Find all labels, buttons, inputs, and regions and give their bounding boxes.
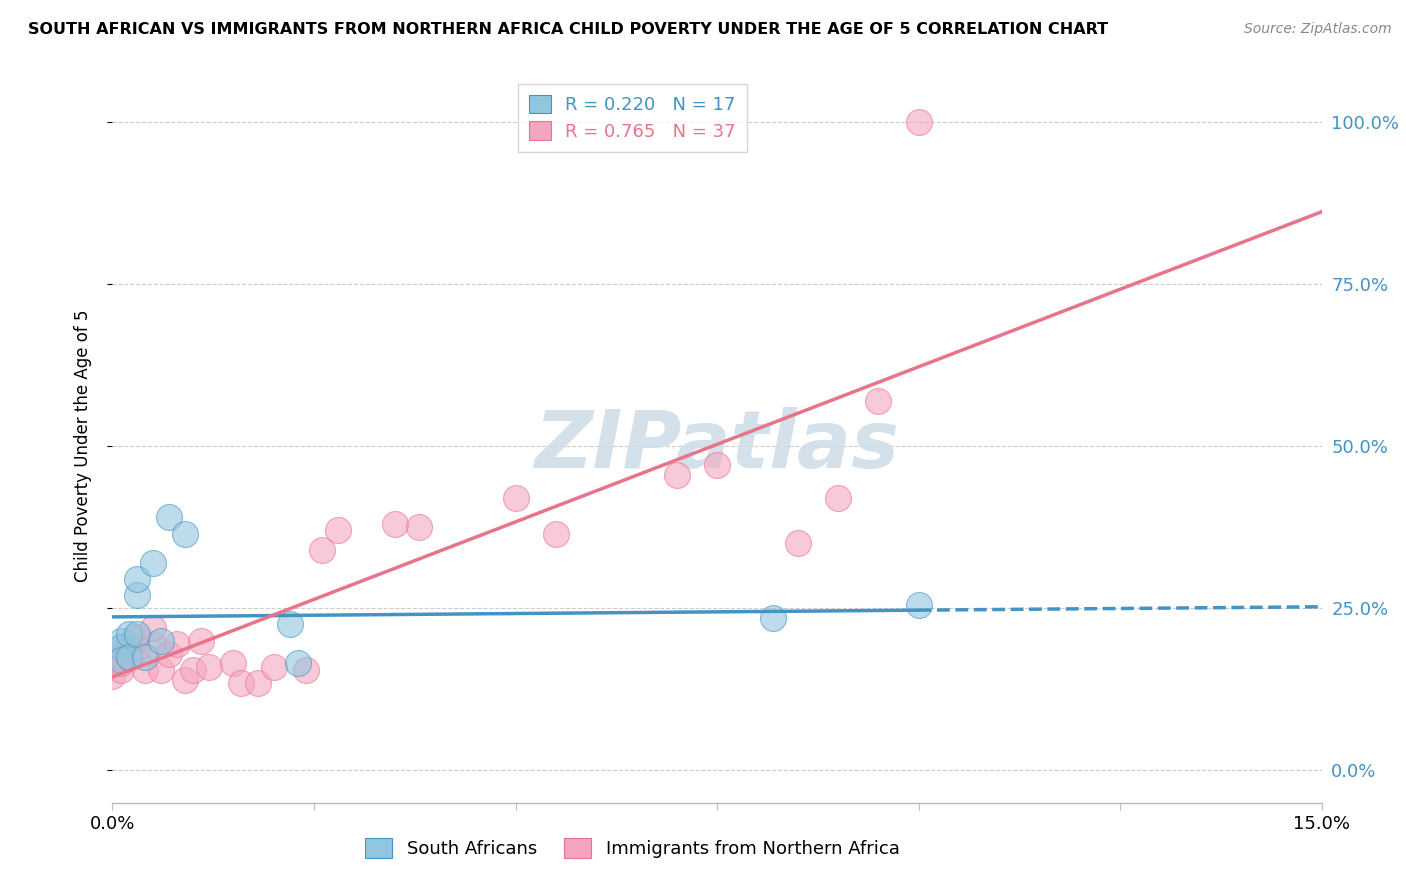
Point — [142, 621, 165, 635]
Point — [278, 617, 301, 632]
Point — [827, 491, 849, 505]
Point — [295, 663, 318, 677]
Point — [110, 633, 132, 648]
Point — [117, 649, 139, 664]
Point — [287, 657, 309, 671]
Point — [328, 524, 350, 538]
Point — [117, 627, 139, 641]
Point — [174, 526, 197, 541]
Point — [762, 611, 785, 625]
Text: SOUTH AFRICAN VS IMMIGRANTS FROM NORTHERN AFRICA CHILD POVERTY UNDER THE AGE OF : SOUTH AFRICAN VS IMMIGRANTS FROM NORTHER… — [28, 22, 1108, 37]
Point — [125, 588, 148, 602]
Point — [149, 633, 172, 648]
Point — [311, 542, 333, 557]
Point — [907, 598, 929, 612]
Y-axis label: Child Poverty Under the Age of 5: Child Poverty Under the Age of 5 — [73, 310, 91, 582]
Point — [125, 572, 148, 586]
Point — [222, 657, 245, 671]
Point — [157, 647, 180, 661]
Point — [110, 663, 132, 677]
Point — [246, 675, 269, 690]
Text: ZIPatlas: ZIPatlas — [534, 407, 900, 485]
Point — [117, 637, 139, 651]
Point — [868, 393, 890, 408]
Point — [384, 516, 406, 531]
Point — [101, 649, 124, 664]
Point — [101, 669, 124, 683]
Point — [408, 520, 430, 534]
Point — [125, 631, 148, 645]
Point — [174, 673, 197, 687]
Point — [544, 526, 567, 541]
Point — [110, 643, 132, 657]
Point — [142, 637, 165, 651]
Point — [166, 637, 188, 651]
Point — [665, 468, 688, 483]
Point — [110, 657, 132, 671]
Point — [190, 633, 212, 648]
Point — [125, 643, 148, 657]
Point — [907, 114, 929, 128]
Point — [110, 649, 132, 664]
Point — [110, 640, 132, 654]
Text: Source: ZipAtlas.com: Source: ZipAtlas.com — [1244, 22, 1392, 37]
Point — [142, 556, 165, 570]
Point — [134, 663, 156, 677]
Point — [198, 659, 221, 673]
Point — [231, 675, 253, 690]
Point — [117, 649, 139, 664]
Point — [149, 663, 172, 677]
Point — [706, 458, 728, 473]
Point — [263, 659, 285, 673]
Point — [157, 510, 180, 524]
Point — [134, 649, 156, 664]
Point — [125, 627, 148, 641]
Point — [181, 663, 204, 677]
Point — [505, 491, 527, 505]
Point — [110, 653, 132, 667]
Legend: South Africans, Immigrants from Northern Africa: South Africans, Immigrants from Northern… — [359, 830, 907, 865]
Point — [786, 536, 808, 550]
